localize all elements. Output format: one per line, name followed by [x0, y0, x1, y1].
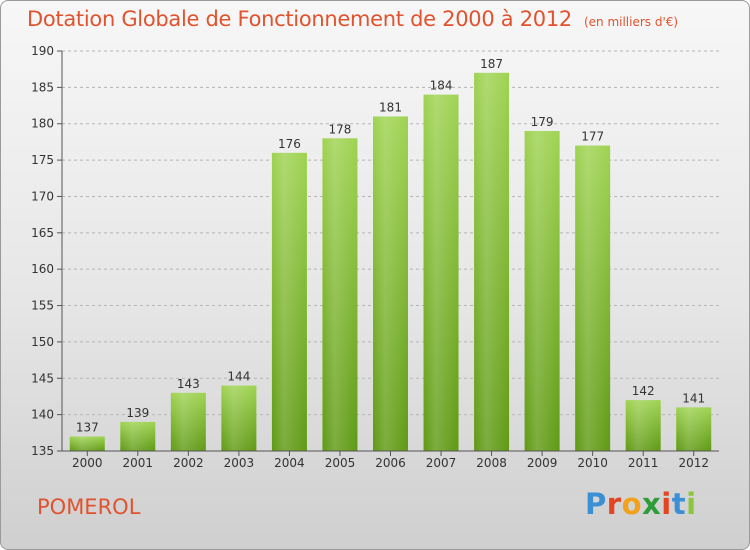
x-tick-label: 2003	[224, 456, 255, 470]
bar-shine	[120, 421, 156, 451]
y-tick-label: 165	[31, 226, 54, 240]
data-label: 179	[531, 115, 554, 129]
logo-letter: x	[642, 487, 662, 521]
data-label: 177	[581, 130, 604, 144]
x-tick-label: 2007	[426, 456, 457, 470]
data-label: 181	[379, 100, 402, 114]
bar-shine	[221, 385, 257, 451]
y-tick-label: 155	[31, 299, 54, 313]
y-tick-label: 185	[31, 80, 54, 94]
bar-shine	[373, 116, 408, 452]
data-label: 184	[430, 79, 453, 93]
data-labels: 137 139 143 144 176 178 181 184 187 179 177 142 141	[76, 57, 705, 435]
bar-shine	[625, 400, 661, 451]
x-tick-label: 2002	[173, 456, 204, 470]
y-tick-label: 135	[31, 444, 54, 458]
y-tick-label: 140	[31, 408, 54, 422]
y-tick-label: 160	[31, 262, 54, 276]
bar-shine	[524, 131, 560, 451]
bar-shine	[271, 152, 307, 451]
data-label: 142	[632, 384, 655, 398]
data-label: 176	[278, 137, 301, 151]
x-tick-label: 2000	[72, 456, 103, 470]
data-label: 178	[329, 122, 352, 136]
commune-name: POMEROL	[37, 495, 141, 519]
y-tick-label: 150	[31, 335, 54, 349]
chart-unit: (en milliers d'€)	[583, 15, 679, 29]
x-tick-label: 2011	[628, 456, 659, 470]
bar-shine	[170, 392, 206, 451]
logo-letter: i	[686, 487, 697, 521]
data-label: 137	[76, 420, 99, 434]
x-tick-label: 2009	[527, 456, 558, 470]
y-tick-label: 175	[31, 153, 54, 167]
x-tick-label: 2001	[123, 456, 154, 470]
bar-shine	[322, 138, 358, 452]
y-tick-label: 170	[31, 189, 54, 203]
data-label: 143	[177, 377, 200, 391]
chart-title-text: Dotation Globale de Fonctionnement de 20…	[27, 7, 572, 31]
bar-shine	[423, 94, 459, 452]
logo-letter: t	[671, 487, 687, 521]
logo-letter: r	[606, 487, 622, 521]
y-tick-label: 180	[31, 117, 54, 131]
bar-shine	[676, 407, 712, 451]
x-tick-label: 2005	[325, 456, 356, 470]
data-label: 139	[126, 406, 149, 420]
logo-letter: i	[661, 487, 672, 521]
bar-shine	[69, 436, 105, 451]
bar-series	[69, 72, 712, 452]
data-label: 141	[682, 391, 705, 405]
x-tick-label: 2004	[274, 456, 305, 470]
data-label: 144	[227, 370, 250, 384]
data-label: 187	[480, 57, 503, 71]
y-tick-label: 190	[31, 44, 54, 58]
y-tick-label: 145	[31, 371, 54, 385]
chart-title: Dotation Globale de Fonctionnement de 20…	[27, 7, 678, 31]
x-tick-label: 2006	[375, 456, 406, 470]
proxiti-logo: Proxiti	[585, 487, 697, 521]
bar-shine	[575, 145, 611, 451]
x-tick-label: 2008	[476, 456, 507, 470]
logo-letter: o	[621, 487, 643, 521]
x-tick-label: 2012	[678, 456, 709, 470]
bar-shine	[474, 72, 510, 452]
logo-letter: P	[585, 487, 607, 521]
axes: 135 140 145 150 155 160 165 170 175 180 185 190 2000…	[31, 44, 719, 470]
x-tick-label: 2010	[577, 456, 608, 470]
